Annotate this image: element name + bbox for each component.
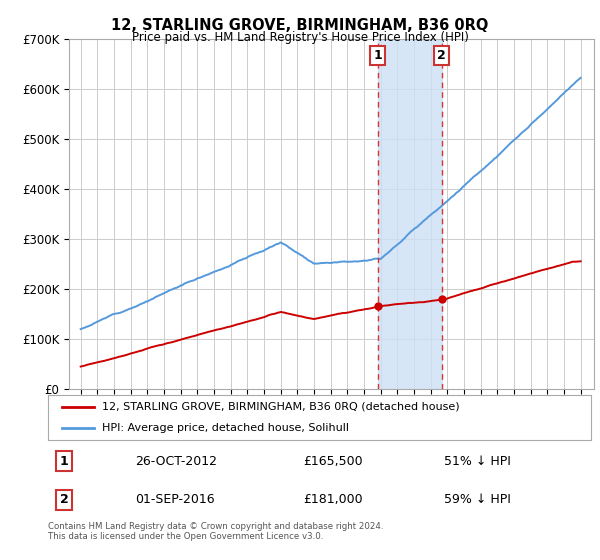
Text: HPI: Average price, detached house, Solihull: HPI: Average price, detached house, Soli… — [103, 422, 349, 432]
Text: 2: 2 — [60, 493, 68, 506]
Text: 12, STARLING GROVE, BIRMINGHAM, B36 0RQ (detached house): 12, STARLING GROVE, BIRMINGHAM, B36 0RQ … — [103, 402, 460, 412]
Text: 59% ↓ HPI: 59% ↓ HPI — [445, 493, 511, 506]
Text: Price paid vs. HM Land Registry's House Price Index (HPI): Price paid vs. HM Land Registry's House … — [131, 31, 469, 44]
Text: 12, STARLING GROVE, BIRMINGHAM, B36 0RQ: 12, STARLING GROVE, BIRMINGHAM, B36 0RQ — [112, 18, 488, 33]
Text: 26-OCT-2012: 26-OCT-2012 — [135, 455, 217, 468]
Text: £181,000: £181,000 — [303, 493, 363, 506]
Text: 01-SEP-2016: 01-SEP-2016 — [135, 493, 215, 506]
Bar — [377, 39, 442, 389]
Text: 51% ↓ HPI: 51% ↓ HPI — [445, 455, 511, 468]
Text: 1: 1 — [373, 49, 382, 62]
Text: £165,500: £165,500 — [303, 455, 363, 468]
Text: 1: 1 — [60, 455, 68, 468]
Text: Contains HM Land Registry data © Crown copyright and database right 2024.
This d: Contains HM Land Registry data © Crown c… — [48, 522, 383, 542]
Text: 2: 2 — [437, 49, 446, 62]
